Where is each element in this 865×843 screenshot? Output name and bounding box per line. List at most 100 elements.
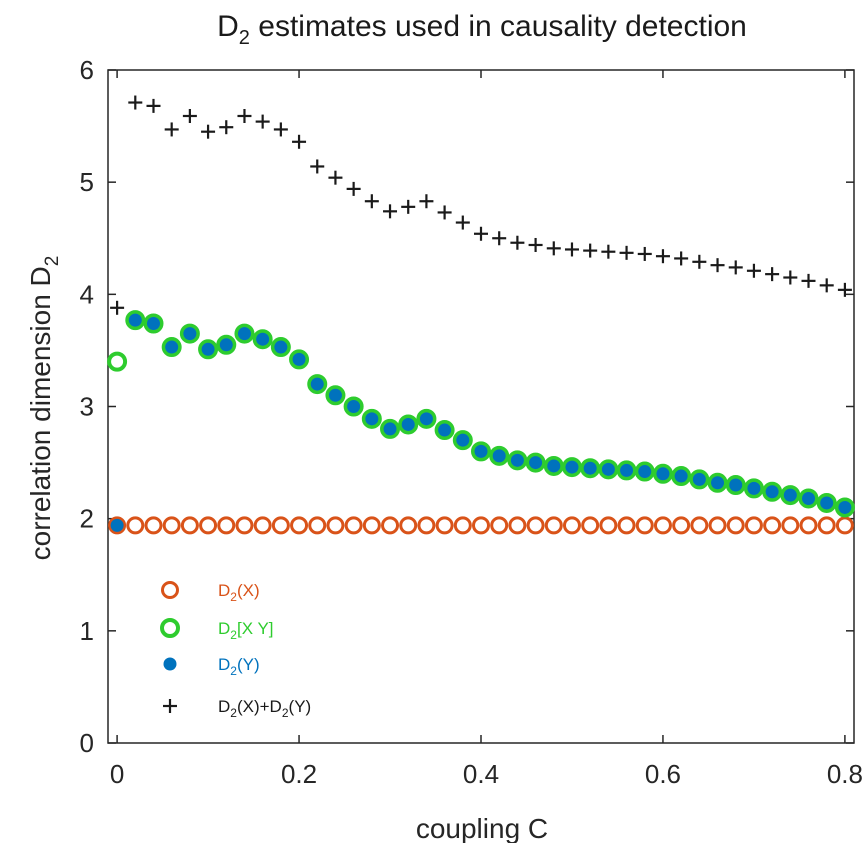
d2xy-point: [416, 408, 437, 429]
d2xy-point: [543, 455, 564, 476]
d2x-point: [290, 516, 309, 535]
d2x-point: [253, 516, 272, 535]
y-tick-label: 1: [80, 616, 94, 646]
sum-point: [401, 199, 416, 214]
d2x-point: [399, 516, 418, 535]
d2xy-point: [634, 461, 655, 482]
sum-point: [765, 267, 780, 282]
y-tick-label: 4: [80, 279, 94, 309]
d2xy-point: [507, 450, 528, 471]
d2y-point: [638, 465, 652, 479]
d2x-point: [217, 516, 236, 535]
legend-entry: D2(X): [218, 581, 260, 604]
d2x-point: [781, 516, 800, 535]
sum-point: [674, 251, 689, 266]
d2xy-point: [143, 313, 164, 334]
d2y-point: [237, 327, 251, 341]
d2y-point: [820, 496, 834, 510]
d2x-point: [180, 516, 199, 535]
d2xy-point: [270, 337, 291, 358]
d2y-point: [583, 461, 597, 475]
d2y-point: [711, 476, 725, 490]
d2xy-point: [689, 469, 710, 490]
d2y-point: [110, 518, 124, 532]
d2x-point: [726, 516, 745, 535]
sum-point: [564, 242, 579, 257]
d2y-point: [438, 423, 452, 437]
d2xy-point: [561, 457, 582, 478]
d2xy-point: [361, 408, 382, 429]
d2xy-point: [161, 337, 182, 358]
d2y-point: [401, 417, 415, 431]
d2y-point: [383, 422, 397, 436]
d2x-point: [417, 516, 436, 535]
legend-entry: D2[X Y]: [218, 619, 274, 642]
plot-area: [107, 69, 855, 744]
d2xy-point: [289, 349, 310, 370]
sum-point: [437, 205, 452, 220]
d2xy-point: [580, 458, 601, 479]
sum-point: [164, 122, 179, 137]
d2xy-point: [598, 459, 619, 480]
sum-point: [655, 249, 670, 264]
d2xy-point: [343, 396, 364, 417]
x-tick-label: 0.2: [281, 759, 317, 789]
d2y-point: [474, 444, 488, 458]
y-axis-label: correlation dimension D2: [25, 256, 63, 561]
d2x-point: [653, 516, 672, 535]
sum-point: [455, 215, 470, 230]
d2y-point: [219, 338, 233, 352]
sum-point: [619, 245, 634, 260]
d2y-point: [365, 412, 379, 426]
d2x-point: [308, 516, 327, 535]
d2y-point: [529, 456, 543, 470]
sum-point: [710, 258, 725, 273]
y-tick-label: 5: [80, 167, 94, 197]
y-tick-label: 0: [80, 728, 94, 758]
d2x-point: [744, 516, 763, 535]
d2x-point: [381, 516, 400, 535]
d2xy-point: [489, 445, 510, 466]
x-tick-label: 0.6: [645, 759, 681, 789]
d2x-point: [581, 516, 600, 535]
sum-point: [110, 300, 125, 315]
sum-point: [219, 120, 234, 135]
d2x-point: [435, 516, 454, 535]
d2x-point: [326, 516, 345, 535]
d2xy-point: [234, 323, 255, 344]
d2x-point: [672, 516, 691, 535]
d2xy-point: [780, 485, 801, 506]
d2xy-point: [743, 478, 764, 499]
d2y-point: [692, 472, 706, 486]
d2xy-point: [216, 334, 237, 355]
chart-title: D2 estimates used in causality detection: [217, 10, 747, 49]
legend-marker: [163, 657, 177, 671]
d2x-point: [126, 516, 145, 535]
d2xy-point: [434, 420, 455, 441]
d2x-point: [617, 516, 636, 535]
d2xy-point: [198, 339, 219, 360]
sum-point: [419, 194, 434, 209]
d2y-point: [456, 433, 470, 447]
d2xy-point: [452, 430, 473, 451]
d2xy-point: [816, 492, 837, 513]
d2y-point: [492, 449, 506, 463]
y-tick-label: 3: [80, 392, 94, 422]
d2xy-point: [525, 452, 546, 473]
sum-point: [801, 273, 816, 288]
d2x-point: [690, 516, 709, 535]
sum-point: [201, 124, 216, 139]
sum-point: [528, 237, 543, 252]
d2y-point: [201, 342, 215, 356]
legend: D2(X) D2[X Y] D2(Y) D2(X)+D2(Y): [160, 581, 311, 720]
x-tick-label: 0.4: [463, 759, 499, 789]
x-axis: 0 0.2 0.4 0.6 0.8: [110, 70, 863, 789]
d2xy-point: [252, 329, 273, 350]
d2x-point: [544, 516, 563, 535]
sum-point: [146, 98, 161, 113]
d2x-point: [472, 516, 490, 535]
legend-marker: [160, 618, 180, 638]
d2y-point: [547, 459, 561, 473]
d2y-point: [674, 469, 688, 483]
x-axis-label: coupling C: [416, 813, 548, 843]
